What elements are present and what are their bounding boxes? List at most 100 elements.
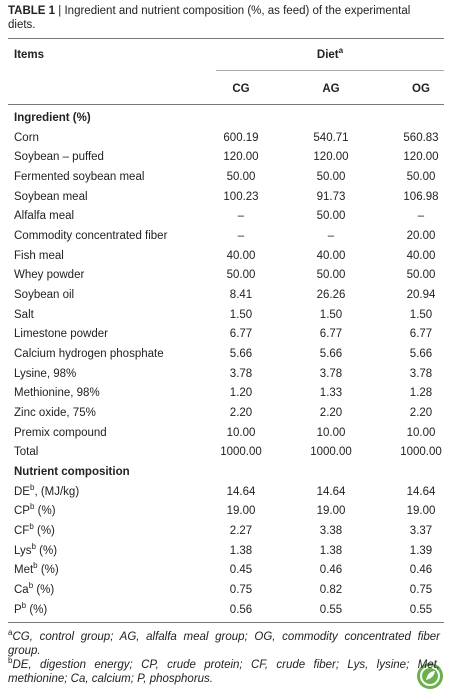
label: Ca (14, 584, 29, 597)
cell: 3.37 (409, 525, 433, 538)
label: CP (14, 505, 30, 518)
cell: 50.00 (316, 171, 346, 183)
cell: 50.00 (316, 210, 346, 223)
cell: 6.77 (319, 328, 343, 341)
cell: – (237, 230, 245, 243)
label: Corn (14, 131, 39, 144)
cell: 26.26 (316, 289, 346, 302)
label-sup: b (29, 522, 34, 532)
cell: 20.94 (406, 289, 436, 302)
cell: 50.00 (226, 171, 256, 183)
row-label: Total (14, 445, 38, 459)
cell: 50.00 (226, 269, 256, 282)
label-suffix: (%) (33, 584, 55, 597)
label: Fermented soybean meal (14, 171, 145, 183)
cell: 10.00 (316, 426, 346, 439)
label: Soybean oil (14, 289, 75, 302)
footnote-text: DE, digestion energy; CP, crude protein;… (8, 659, 440, 685)
cell: 540.71 (313, 131, 349, 144)
rule (216, 70, 444, 71)
cell: 1.38 (319, 544, 343, 557)
cell: 91.73 (316, 190, 346, 203)
rule (8, 622, 444, 623)
cell: 120.00 (403, 151, 439, 164)
cell: 1.20 (229, 387, 253, 400)
cell: – (417, 210, 425, 223)
cell: 8.41 (229, 289, 253, 302)
cell: 1000.00 (220, 446, 262, 459)
cell: 1.28 (409, 387, 433, 400)
cell: 40.00 (406, 249, 436, 262)
cell: 0.55 (319, 603, 343, 616)
cell: 19.00 (316, 505, 346, 518)
row-label: Premix compound (14, 426, 107, 440)
cell: 0.56 (229, 603, 253, 616)
footnote-text: CG, control group; AG, alfalfa meal grou… (8, 631, 440, 657)
label-sup: b (29, 502, 35, 512)
row-label: Soybean oil (14, 288, 74, 302)
title-text: Ingredient and nutrient composition (%, … (8, 5, 411, 31)
label: Alfalfa meal (14, 210, 75, 223)
cell: 1.50 (229, 308, 253, 321)
cell: 19.00 (226, 505, 256, 518)
label: Methionine, 98% (14, 387, 100, 400)
cell: 0.45 (229, 564, 253, 577)
row-label: Limestone powder (14, 327, 108, 341)
row-label: Fermented soybean meal (14, 170, 144, 184)
cell: 40.00 (226, 249, 256, 262)
footnote: bDE, digestion energy; CP, crude protein… (8, 656, 440, 686)
row-label: Cab (%) (14, 581, 55, 597)
cell: 106.98 (403, 190, 439, 203)
row-label: Calcium hydrogen phosphate (14, 347, 164, 361)
rule (8, 104, 444, 105)
cell: 40.00 (316, 249, 346, 262)
column-header: AG (322, 83, 340, 95)
label-suffix: (%) (33, 525, 55, 538)
label: Soybean meal (14, 190, 88, 203)
label-suffix: (%) (34, 505, 56, 518)
label-sup: b (28, 581, 34, 591)
cell: – (237, 210, 245, 223)
label: CF (14, 525, 30, 538)
cell: 1.50 (409, 308, 433, 321)
label-suffix: (%) (26, 603, 48, 616)
label: Commodity concentrated fiber (14, 230, 168, 243)
row-label: Zinc oxide, 75% (14, 406, 96, 420)
logo (417, 663, 443, 689)
cell: 6.77 (229, 328, 253, 341)
label: DE (14, 485, 30, 498)
row-label: Corn (14, 131, 39, 145)
separator: | (58, 5, 62, 17)
cell: 6.77 (409, 328, 433, 341)
cell: 1.39 (409, 544, 433, 557)
diet: Diet (316, 49, 339, 61)
table-label: TABLE 1 (8, 5, 56, 17)
cell: 0.46 (409, 564, 433, 577)
label-sup: b (31, 541, 36, 551)
cell: 0.82 (319, 584, 343, 597)
column-header: CG (232, 83, 250, 95)
cell: 1000.00 (400, 446, 442, 459)
cell: 20.00 (406, 230, 436, 243)
label: Soybean – puffed (14, 151, 104, 164)
row-label: Pb (%) (14, 600, 48, 617)
cell: 14.64 (406, 485, 436, 498)
cell: 50.00 (406, 171, 436, 183)
label: Fish meal (14, 249, 64, 262)
items-header: Items (14, 49, 45, 61)
footnote-mark: b (8, 656, 13, 666)
label-sup: b (21, 600, 27, 610)
label: Salt (14, 308, 34, 321)
cell: 1.38 (229, 544, 253, 557)
cell: 14.64 (226, 485, 256, 498)
cell: 1.33 (319, 387, 343, 400)
label: Calcium hydrogen phosphate (14, 348, 164, 361)
footnote-mark: a (8, 628, 13, 638)
cell: 0.55 (409, 603, 433, 616)
label-suffix: (%) (37, 564, 59, 577)
label: P (14, 603, 22, 616)
column-header: OG (412, 83, 430, 95)
cell: 3.38 (319, 525, 343, 538)
cell: 10.00 (226, 426, 256, 439)
